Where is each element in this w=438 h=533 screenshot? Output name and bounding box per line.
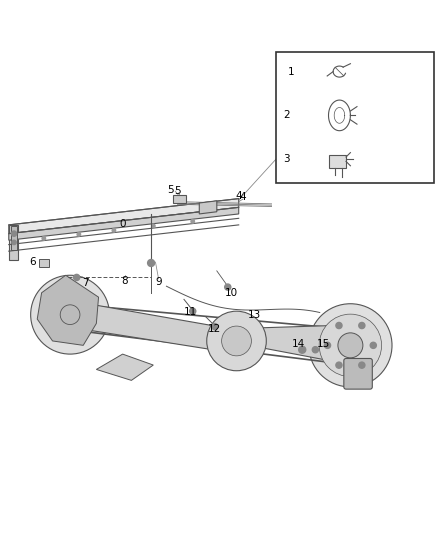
- Text: 7: 7: [82, 278, 89, 288]
- Polygon shape: [9, 199, 239, 233]
- Polygon shape: [88, 304, 213, 350]
- Bar: [173, 195, 186, 203]
- Circle shape: [325, 342, 331, 349]
- Circle shape: [309, 304, 392, 387]
- Bar: [328, 155, 346, 168]
- Circle shape: [112, 229, 116, 232]
- Circle shape: [74, 274, 80, 280]
- Polygon shape: [96, 354, 153, 381]
- Text: 10: 10: [225, 288, 238, 298]
- Polygon shape: [260, 326, 330, 361]
- Circle shape: [191, 220, 194, 223]
- Circle shape: [222, 326, 251, 356]
- Circle shape: [225, 284, 231, 290]
- Circle shape: [338, 333, 363, 358]
- Circle shape: [370, 342, 376, 349]
- Circle shape: [77, 232, 81, 236]
- Polygon shape: [199, 201, 217, 214]
- Circle shape: [312, 346, 318, 353]
- Circle shape: [12, 240, 16, 245]
- Circle shape: [190, 308, 196, 314]
- Polygon shape: [11, 226, 17, 250]
- Circle shape: [11, 231, 17, 236]
- Text: 3: 3: [283, 154, 290, 164]
- Text: 12: 12: [208, 324, 221, 334]
- Circle shape: [319, 314, 381, 376]
- Text: 4: 4: [235, 190, 242, 200]
- Circle shape: [299, 346, 306, 353]
- Circle shape: [207, 311, 266, 371]
- Circle shape: [212, 324, 218, 329]
- Circle shape: [336, 362, 342, 368]
- Circle shape: [336, 322, 342, 328]
- Text: 8: 8: [121, 276, 128, 286]
- FancyBboxPatch shape: [344, 359, 372, 389]
- Circle shape: [152, 224, 155, 228]
- Circle shape: [359, 362, 365, 368]
- Circle shape: [359, 322, 365, 328]
- Text: 9: 9: [155, 277, 162, 287]
- Text: 11: 11: [184, 308, 197, 318]
- Polygon shape: [37, 275, 99, 345]
- Text: 0: 0: [120, 219, 126, 229]
- Circle shape: [60, 305, 80, 325]
- Text: 5: 5: [174, 186, 181, 196]
- Circle shape: [42, 237, 46, 240]
- Text: 5: 5: [167, 185, 174, 195]
- Polygon shape: [9, 225, 18, 260]
- Bar: [39, 259, 49, 268]
- Circle shape: [148, 260, 155, 266]
- Text: 2: 2: [283, 110, 290, 120]
- Text: 14: 14: [292, 340, 305, 350]
- Text: 15: 15: [317, 340, 330, 350]
- Bar: [276, 52, 434, 183]
- Text: 4: 4: [240, 192, 247, 203]
- Polygon shape: [9, 207, 239, 240]
- Text: 1: 1: [288, 67, 295, 77]
- Text: 6: 6: [29, 257, 36, 267]
- Circle shape: [46, 291, 94, 338]
- Circle shape: [31, 275, 110, 354]
- Text: 13: 13: [247, 310, 261, 320]
